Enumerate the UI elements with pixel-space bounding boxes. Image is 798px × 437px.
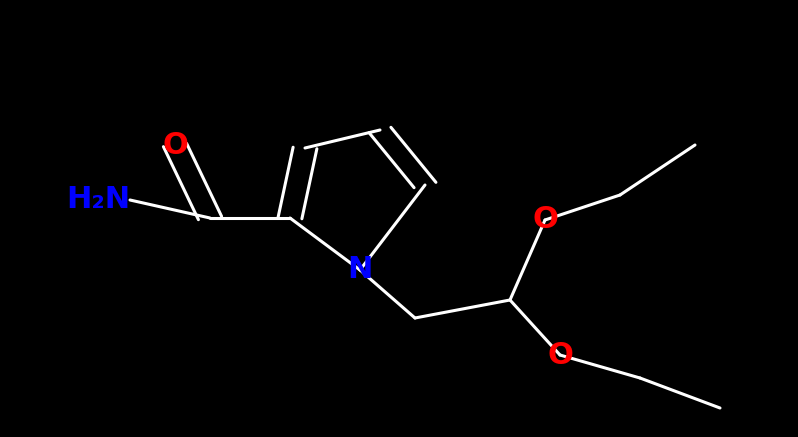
Text: O: O (532, 205, 558, 235)
Text: O: O (162, 131, 188, 160)
Text: H₂N: H₂N (66, 185, 130, 215)
Text: N: N (347, 256, 373, 284)
Text: O: O (547, 340, 573, 370)
